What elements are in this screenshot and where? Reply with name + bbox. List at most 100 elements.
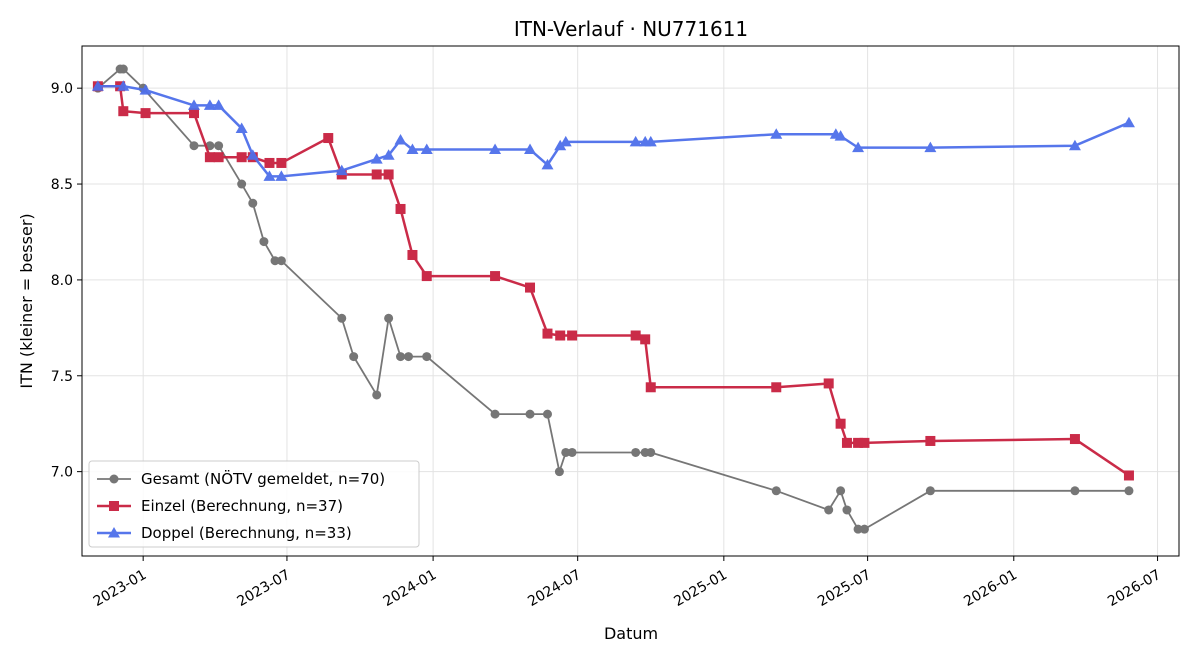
- data-point-gesamt: [276, 256, 286, 266]
- legend-items: [97, 474, 131, 538]
- legend-swatch-einzel: [97, 501, 131, 511]
- legend-swatch-doppel: [97, 527, 131, 538]
- data-point-doppel: [524, 143, 537, 155]
- data-point-doppel: [852, 141, 865, 153]
- data-point-einzel: [118, 106, 129, 117]
- data-point-einzel: [213, 152, 224, 163]
- data-point-gesamt: [384, 313, 394, 323]
- data-point-doppel: [275, 170, 288, 181]
- data-point-doppel: [541, 158, 554, 170]
- data-point-gesamt: [836, 486, 846, 496]
- data-point-einzel: [841, 437, 852, 448]
- data-point-einzel: [407, 249, 418, 260]
- series-group: [91, 64, 1135, 534]
- y-axis-ticks: 7.0 7.5 8.0 8.5 9.0: [51, 81, 82, 481]
- data-point-einzel: [925, 435, 936, 446]
- data-point-doppel: [370, 153, 383, 164]
- data-point-doppel: [1068, 139, 1081, 151]
- data-point-gesamt: [554, 467, 564, 477]
- grid: [82, 46, 1179, 556]
- data-point-doppel: [489, 143, 502, 155]
- data-point-doppel: [770, 128, 783, 139]
- legend-marker-gesamt: [109, 474, 119, 484]
- data-point-einzel: [204, 152, 215, 163]
- data-point-gesamt: [1124, 486, 1134, 496]
- legend-marker-einzel: [109, 501, 119, 511]
- chart-title: ITN-Verlauf · NU771611: [514, 17, 748, 41]
- data-point-gesamt: [237, 179, 247, 189]
- legend: Gesamt (NÖTV gemeldet, n=70) Einzel (Ber…: [88, 460, 420, 548]
- legend-marker-doppel: [108, 527, 120, 538]
- data-point-gesamt: [372, 390, 382, 400]
- data-point-doppel: [834, 130, 847, 141]
- data-point-gesamt: [525, 409, 535, 419]
- data-point-gesamt: [248, 198, 258, 208]
- data-point-doppel: [559, 135, 572, 147]
- data-point-gesamt: [189, 141, 199, 151]
- data-point-gesamt: [337, 313, 347, 323]
- data-point-gesamt: [259, 237, 269, 247]
- legend-label-gesamt: Gesamt (NÖTV gemeldet, n=70): [141, 469, 385, 488]
- data-point-einzel: [490, 271, 501, 282]
- data-point-gesamt: [925, 486, 935, 496]
- plot-frame: [81, 45, 1180, 557]
- data-point-einzel: [189, 108, 200, 119]
- data-point-gesamt: [567, 447, 577, 457]
- y-tick-label: 7.5: [51, 369, 73, 385]
- data-point-doppel: [1122, 116, 1135, 128]
- data-point-einzel: [323, 133, 334, 144]
- data-point-gesamt: [1070, 486, 1080, 496]
- data-point-doppel: [554, 139, 567, 151]
- data-point-einzel: [835, 418, 846, 429]
- data-point-gesamt: [490, 409, 500, 419]
- data-point-doppel: [263, 170, 276, 181]
- data-point-einzel: [645, 382, 656, 393]
- y-tick-label: 8.5: [51, 177, 73, 193]
- data-point-einzel: [421, 271, 432, 282]
- y-axis-label: ITN (kleiner = besser): [17, 213, 36, 388]
- data-point-einzel: [555, 330, 566, 341]
- data-point-gesamt: [349, 352, 359, 362]
- data-point-einzel: [640, 334, 651, 345]
- data-point-einzel: [371, 169, 382, 180]
- x-axis-label: Datum: [604, 624, 658, 643]
- data-point-einzel: [1069, 434, 1080, 445]
- data-point-einzel: [1123, 470, 1134, 481]
- legend-swatch-gesamt: [97, 474, 131, 484]
- data-point-einzel: [630, 330, 641, 341]
- data-point-gesamt: [403, 352, 413, 362]
- y-tick-label: 7.0: [51, 465, 73, 481]
- data-point-doppel: [235, 122, 248, 133]
- data-point-einzel: [859, 437, 870, 448]
- data-point-gesamt: [771, 486, 781, 496]
- data-point-gesamt: [270, 256, 280, 266]
- series-doppel: [91, 80, 1135, 181]
- data-point-gesamt: [859, 524, 869, 534]
- series-gesamt: [93, 64, 1134, 534]
- data-point-einzel: [823, 378, 834, 389]
- data-point-doppel: [382, 149, 395, 160]
- data-point-einzel: [276, 157, 287, 168]
- data-point-doppel: [335, 164, 348, 176]
- data-point-doppel: [629, 135, 642, 147]
- legend-box: [88, 460, 420, 548]
- data-point-doppel: [91, 80, 104, 91]
- data-point-gesamt: [853, 524, 863, 534]
- data-point-einzel: [567, 330, 578, 341]
- data-point-gesamt: [824, 505, 834, 515]
- data-point-doppel: [139, 84, 152, 95]
- y-tick-label: 9.0: [51, 81, 73, 97]
- data-point-doppel: [203, 99, 216, 110]
- legend-label-einzel: Einzel (Berechnung, n=37): [141, 497, 343, 515]
- data-point-einzel: [771, 382, 782, 393]
- data-point-doppel: [924, 141, 937, 153]
- data-point-einzel: [525, 282, 536, 293]
- data-point-gesamt: [118, 64, 128, 74]
- data-point-einzel: [140, 108, 151, 119]
- data-point-einzel: [383, 169, 394, 180]
- data-point-einzel: [236, 152, 247, 163]
- data-point-doppel: [420, 143, 433, 155]
- data-point-doppel: [406, 143, 419, 155]
